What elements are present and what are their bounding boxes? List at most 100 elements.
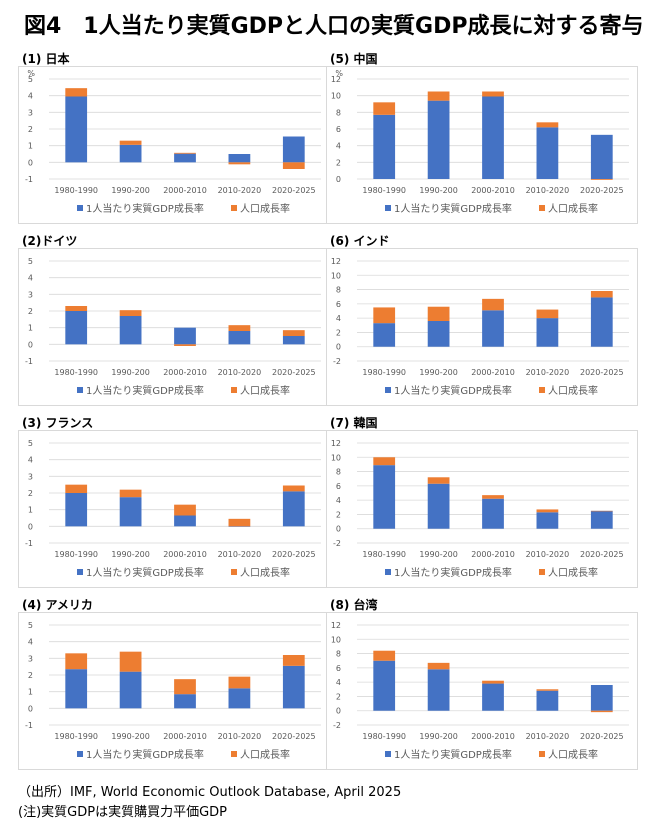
bar-per-capita-5 — [590, 297, 613, 347]
x-category-label: 2000-2010 — [163, 550, 207, 559]
bar-per-capita-3 — [174, 515, 196, 527]
bar-population-4 — [536, 122, 559, 128]
legend-swatch-population — [231, 751, 237, 757]
y-tick-label: 6 — [336, 482, 341, 491]
bar-per-capita-2 — [119, 316, 142, 345]
chart-panel-korea: -2 0 2 4 6 8 10 12 1980-1990 1990-200 2000-2010 201… — [326, 430, 638, 588]
legend-swatch-population — [539, 569, 545, 575]
legend-label-population: 人口成長率 — [240, 202, 290, 215]
y-tick-label: 10 — [331, 635, 341, 644]
legend-swatch-population — [231, 205, 237, 211]
x-category-label: 2010-2020 — [526, 550, 570, 559]
chart-svg-india: -2 0 2 4 6 8 10 12 1980-1990 1990-200 2000-2010 201… — [331, 257, 629, 397]
y-tick-label: 4 — [336, 314, 341, 323]
legend-label-population: 人口成長率 — [240, 748, 290, 761]
y-tick-label: 5 — [28, 75, 33, 84]
y-tick-label: -2 — [333, 357, 341, 366]
legend-label-per-capita: 1人当たり実質GDP成長率 — [394, 748, 512, 761]
chart-svg-taiwan: -2 0 2 4 6 8 10 12 1980-1990 1990-200 2000-2010 201… — [331, 621, 629, 761]
chart-panel-usa: -1 0 1 2 3 4 5 1980-1990 1990-200 2000-2010 2010-2… — [18, 612, 330, 770]
bar-per-capita-4 — [536, 127, 559, 179]
x-category-label: 1990-200 — [111, 368, 150, 377]
x-category-label: 1980-1990 — [362, 368, 406, 377]
bar-per-capita-5 — [590, 134, 613, 179]
y-tick-label: 12 — [331, 75, 341, 84]
x-category-label: 1990-200 — [419, 368, 458, 377]
bar-population-1 — [65, 306, 88, 311]
bar-per-capita-1 — [65, 493, 88, 527]
bar-population-5 — [282, 485, 305, 492]
y-tick-label: -1 — [25, 539, 33, 548]
x-category-label: 2020-2025 — [580, 550, 624, 559]
x-category-label: 1980-1990 — [54, 550, 98, 559]
bar-population-2 — [427, 662, 450, 670]
y-tick-label: 1 — [28, 324, 33, 333]
x-category-label: 2000-2010 — [471, 368, 515, 377]
bar-population-1 — [373, 102, 396, 115]
y-tick-label: 8 — [336, 650, 341, 659]
legend-label-per-capita: 1人当たり実質GDP成長率 — [394, 202, 512, 215]
y-tick-label: 4 — [28, 638, 33, 647]
x-category-label: 2010-2020 — [526, 186, 570, 195]
chart-svg-france: -1 0 1 2 3 4 5 1980-1990 1990-200 2000-2010 2010-2… — [25, 439, 321, 579]
bar-per-capita-5 — [282, 336, 305, 345]
bar-per-capita-1 — [373, 660, 396, 711]
y-tick-label: 5 — [28, 439, 33, 448]
y-tick-label: 12 — [331, 439, 341, 448]
bar-per-capita-5 — [282, 491, 305, 527]
y-tick-label: 0 — [28, 158, 33, 167]
bar-per-capita-4 — [228, 331, 251, 345]
legend-label-population: 人口成長率 — [240, 566, 290, 579]
chart-label-usa: (4) アメリカ — [22, 598, 93, 612]
y-tick-label: 8 — [336, 286, 341, 295]
bar-population-4 — [536, 509, 559, 513]
y-tick-label: 12 — [331, 257, 341, 266]
x-category-label: 2020-2025 — [580, 732, 624, 741]
bar-population-3 — [482, 680, 504, 684]
x-category-label: 2000-2010 — [471, 550, 515, 559]
y-tick-label: 0 — [336, 175, 341, 184]
chart-svg-china: 0 2 4 6 8 10 12% 1980-1990 1990-200 2000-2010 2010… — [331, 69, 629, 215]
chart-panel-taiwan: -2 0 2 4 6 8 10 12 1980-1990 1990-200 2000-2010 201… — [326, 612, 638, 770]
definition-note: (注)実質GDPは実質購買力平価GDP — [18, 805, 227, 820]
chart-label-korea: (7) 韓国 — [330, 416, 378, 430]
y-tick-label: 10 — [331, 92, 341, 101]
legend-swatch-population — [539, 387, 545, 393]
bar-population-3 — [482, 298, 504, 311]
x-category-label: 1990-200 — [111, 732, 150, 741]
bar-per-capita-3 — [482, 96, 504, 179]
legend-label-population: 人口成長率 — [240, 384, 290, 397]
y-tick-label: 0 — [28, 704, 33, 713]
bar-population-1 — [373, 307, 396, 324]
x-category-label: 2010-2020 — [218, 186, 262, 195]
legend-label-per-capita: 1人当たり実質GDP成長率 — [86, 384, 204, 397]
bar-per-capita-3 — [174, 694, 196, 709]
x-category-label: 2000-2010 — [471, 732, 515, 741]
x-category-label: 2010-2020 — [526, 368, 570, 377]
legend-label-per-capita: 1人当たり実質GDP成長率 — [394, 566, 512, 579]
y-tick-label: 0 — [336, 343, 341, 352]
bar-population-4 — [228, 325, 251, 331]
y-tick-label: 2 — [28, 489, 33, 498]
y-tick-label: 5 — [28, 257, 33, 266]
y-tick-label: 6 — [336, 125, 341, 134]
x-category-label: 2010-2020 — [218, 550, 262, 559]
x-category-label: 2020-2025 — [272, 550, 316, 559]
legend-swatch-per-capita — [77, 751, 83, 757]
x-category-label: 1980-1990 — [362, 550, 406, 559]
x-category-label: 1980-1990 — [362, 732, 406, 741]
chart-svg-korea: -2 0 2 4 6 8 10 12 1980-1990 1990-200 2000-2010 201… — [331, 439, 629, 579]
y-tick-label: 1 — [28, 688, 33, 697]
bar-per-capita-4 — [536, 318, 559, 347]
x-category-label: 2020-2025 — [272, 186, 316, 195]
x-category-label: 1990-200 — [419, 732, 458, 741]
bar-per-capita-5 — [282, 665, 305, 709]
y-tick-label: 10 — [331, 453, 341, 462]
chart-panel-germany: -1 0 1 2 3 4 5 1980-1990 1990-200 2000-2010 2010-2… — [18, 248, 330, 406]
bar-population-5 — [590, 179, 613, 180]
bar-population-4 — [228, 162, 251, 165]
bar-population-5 — [590, 510, 613, 512]
bar-population-3 — [174, 344, 196, 346]
y-tick-label: 5 — [28, 621, 33, 630]
x-category-label: 2010-2020 — [526, 732, 570, 741]
